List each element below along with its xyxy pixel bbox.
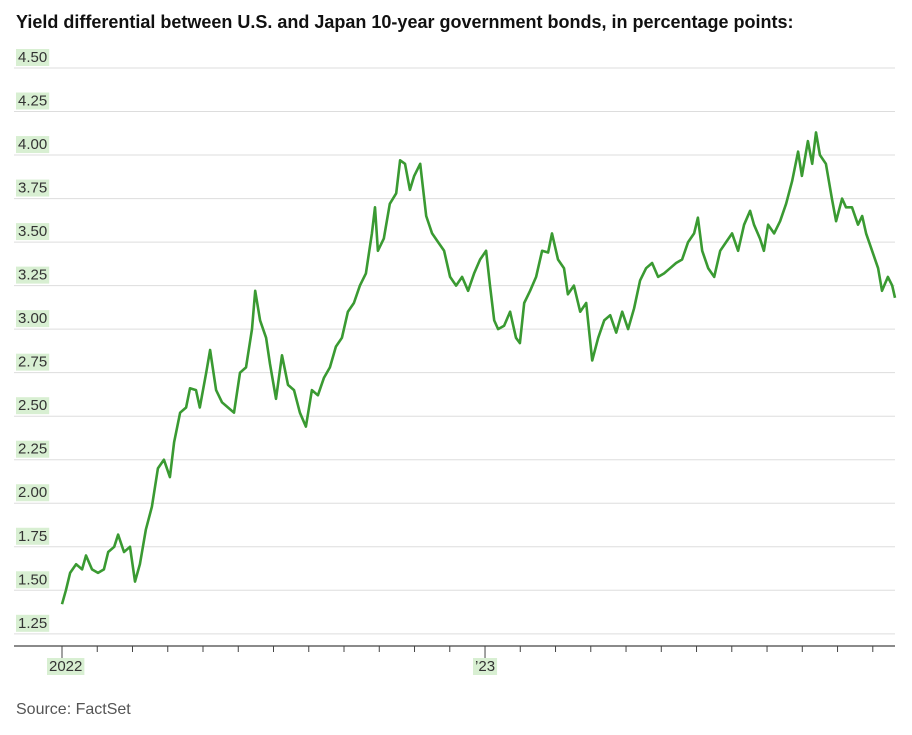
y-tick-label: 1.25 <box>18 615 47 632</box>
tick-label-highlight <box>16 223 50 241</box>
tick-label-highlight <box>16 179 50 197</box>
y-tick-label: 1.50 <box>18 571 47 588</box>
y-tick-label: 1.75 <box>18 528 47 545</box>
tick-label-highlight <box>16 440 50 458</box>
y-tick-label: 4.50 <box>18 49 47 66</box>
y-tick-label: 2.00 <box>18 484 47 501</box>
source: Source: FactSet <box>16 701 131 718</box>
tick-label-highlight <box>16 484 50 502</box>
y-tick-label: 2.50 <box>18 397 47 414</box>
x-tick-label: ’23 <box>475 658 495 675</box>
tick-label-highlight <box>16 266 50 284</box>
tick-label-highlight <box>16 49 50 66</box>
x-tick-label: 2022 <box>49 658 82 675</box>
y-tick-label: 4.00 <box>18 136 47 153</box>
y-tick-label: 3.25 <box>18 267 47 284</box>
y-tick-label: 2.75 <box>18 354 47 371</box>
tick-label-highlight <box>16 136 50 154</box>
y-tick-label: 4.25 <box>18 93 47 110</box>
y-tick-label: 3.00 <box>18 310 47 327</box>
tick-label-highlight <box>16 527 50 545</box>
tick-label-highlight <box>47 658 85 675</box>
tick-label-highlight <box>16 310 50 328</box>
tick-label-highlight <box>16 571 50 589</box>
tick-label-highlight <box>16 92 50 110</box>
tick-label-highlight <box>16 353 50 371</box>
series-line <box>60 131 897 605</box>
y-tick-label: 3.50 <box>18 223 47 240</box>
chart-title: Yield differential between U.S. and Japa… <box>16 12 794 32</box>
tick-label-highlight <box>16 397 50 415</box>
tick-label-highlight <box>16 614 50 632</box>
tick-label-highlight <box>473 658 498 675</box>
y-tick-label: 2.25 <box>18 441 47 458</box>
y-tick-label: 3.75 <box>18 180 47 197</box>
